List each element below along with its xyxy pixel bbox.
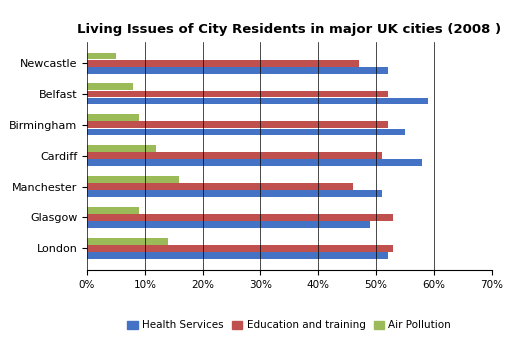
- Bar: [87, 221, 370, 228]
- Bar: [87, 207, 139, 214]
- Bar: [87, 190, 382, 197]
- Bar: [87, 252, 388, 259]
- Bar: [87, 60, 358, 66]
- Bar: [87, 183, 353, 190]
- Bar: [87, 91, 388, 97]
- Bar: [87, 238, 168, 245]
- Bar: [87, 160, 422, 166]
- Bar: [87, 83, 133, 90]
- Title: Living Issues of City Residents in major UK cities (2008 ): Living Issues of City Residents in major…: [77, 23, 501, 36]
- Bar: [87, 121, 388, 128]
- Bar: [87, 53, 116, 60]
- Bar: [87, 245, 393, 252]
- Bar: [87, 98, 428, 104]
- Bar: [87, 129, 405, 135]
- Bar: [87, 152, 382, 159]
- Bar: [87, 214, 393, 221]
- Legend: Health Services, Education and training, Air Pollution: Health Services, Education and training,…: [123, 316, 455, 335]
- Bar: [87, 67, 388, 74]
- Bar: [87, 145, 156, 152]
- Bar: [87, 114, 139, 121]
- Bar: [87, 176, 180, 183]
